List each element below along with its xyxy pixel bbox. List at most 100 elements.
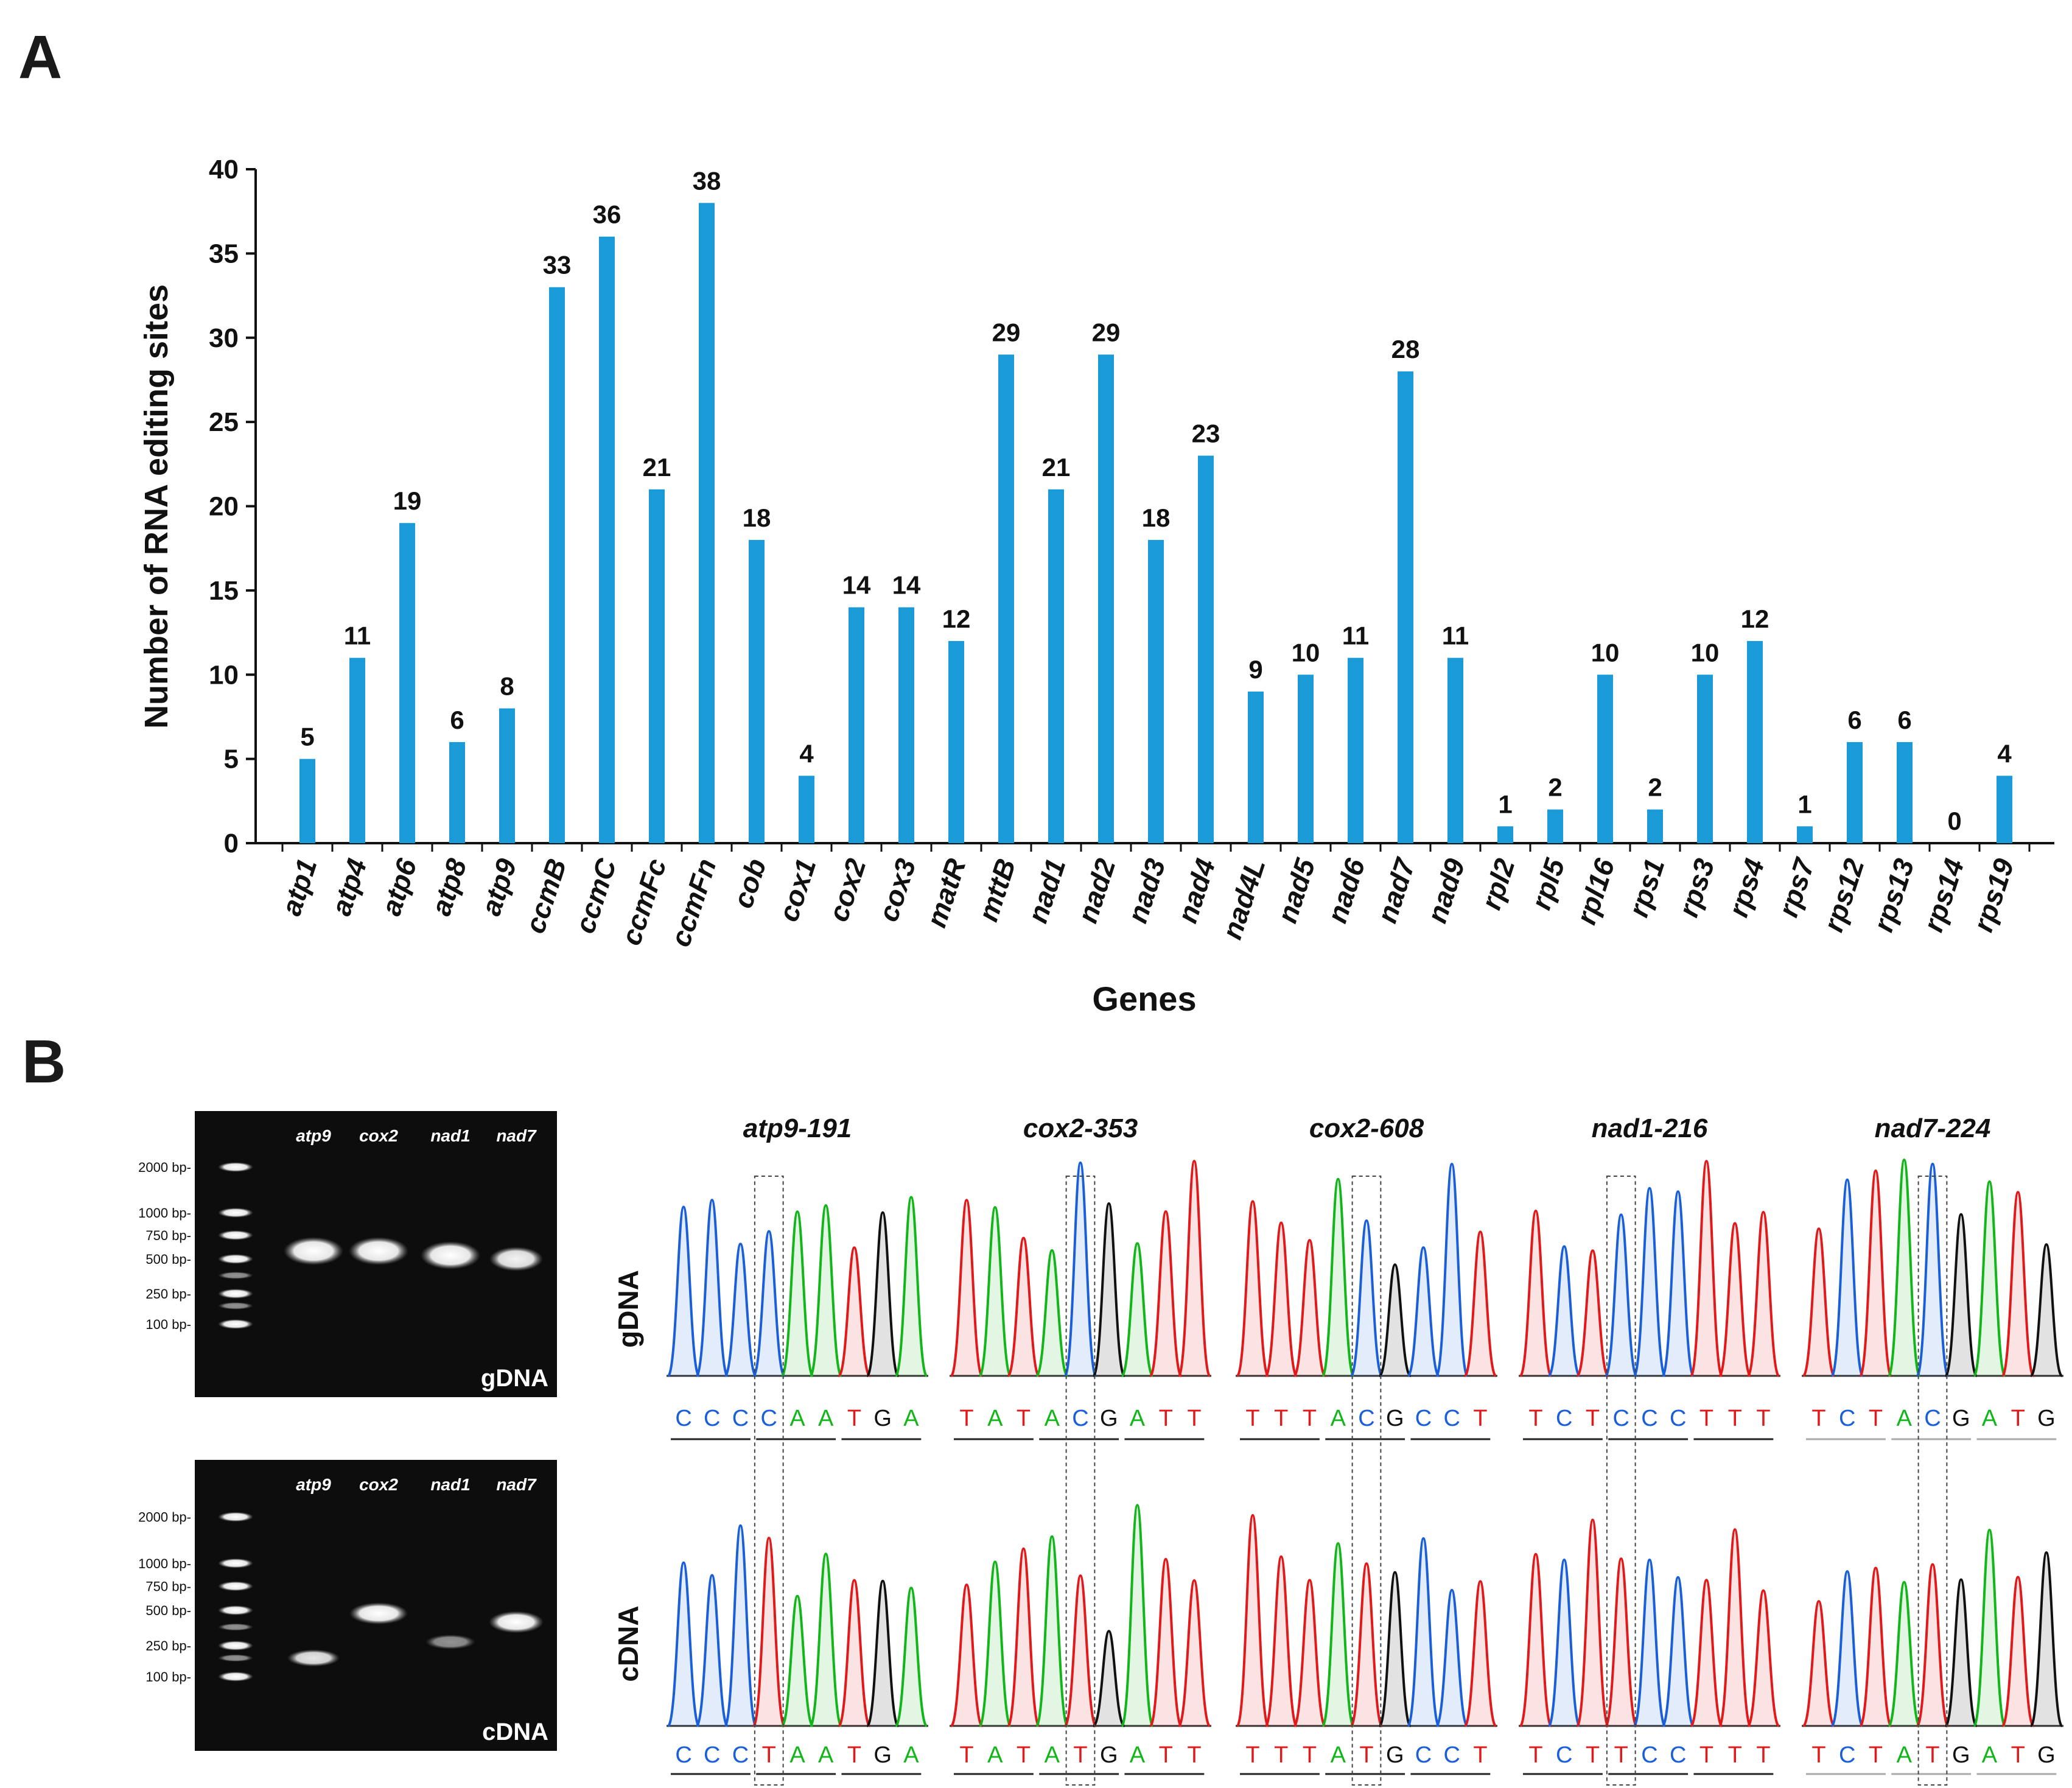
x-tick-label: cox1 bbox=[772, 855, 822, 925]
base-letter: C bbox=[704, 1406, 720, 1431]
x-tick-label: ccmC bbox=[569, 854, 622, 937]
x-tick-label: atp8 bbox=[425, 855, 473, 919]
bar-atp9 bbox=[499, 708, 515, 843]
peak-fill bbox=[1719, 1529, 1751, 1726]
base-letter: T bbox=[1699, 1406, 1713, 1431]
peak-fill bbox=[1690, 1580, 1723, 1726]
base-letter: A bbox=[1331, 1742, 1346, 1768]
peak-fill bbox=[753, 1231, 785, 1376]
base-letter: A bbox=[903, 1742, 919, 1768]
peak-fill bbox=[1407, 1247, 1440, 1376]
peak-fill bbox=[2002, 1192, 2034, 1376]
ladder-band bbox=[218, 1319, 253, 1329]
bar-value-label: 6 bbox=[1847, 706, 1861, 734]
base-letter: T bbox=[1473, 1742, 1487, 1768]
base-letter: T bbox=[1159, 1742, 1173, 1768]
peak-fill bbox=[696, 1200, 728, 1376]
x-tick-label: nad1 bbox=[1021, 855, 1072, 927]
sample-band bbox=[489, 1611, 544, 1633]
base-letter: A bbox=[987, 1406, 1003, 1431]
edit-site-box bbox=[1917, 1176, 1948, 1786]
peak-fill bbox=[1973, 1181, 2006, 1376]
bar-value-label: 19 bbox=[393, 486, 422, 515]
peak-fill bbox=[1436, 1590, 1468, 1726]
ladder-size-label: 250 bp- bbox=[145, 1638, 191, 1653]
ladder-band bbox=[218, 1641, 253, 1651]
x-tick-label: atp1 bbox=[275, 855, 323, 919]
base-letter: T bbox=[1303, 1742, 1317, 1768]
peak-fill bbox=[951, 1585, 982, 1726]
base-letter: T bbox=[1756, 1742, 1770, 1768]
base-letter: T bbox=[959, 1406, 973, 1431]
peak-G bbox=[866, 1579, 900, 1727]
peak-fill bbox=[979, 1207, 1011, 1376]
peak-fill bbox=[951, 1200, 982, 1376]
bar-value-label: 4 bbox=[799, 739, 814, 768]
bar-value-label: 23 bbox=[1192, 419, 1220, 447]
peak-fill bbox=[1832, 1179, 1863, 1376]
edit-site-box bbox=[754, 1176, 784, 1786]
base-letter: A bbox=[818, 1742, 834, 1768]
ladder-band bbox=[218, 1581, 253, 1591]
peak-fill bbox=[2031, 1244, 2062, 1376]
base-letter: G bbox=[873, 1406, 892, 1431]
base-letter: T bbox=[1925, 1742, 1939, 1768]
bar-ccmB bbox=[549, 287, 565, 844]
peak-C bbox=[1435, 1588, 1469, 1727]
peak-fill bbox=[1150, 1211, 1181, 1376]
bar-value-label: 11 bbox=[1342, 622, 1369, 650]
peak-fill bbox=[1379, 1572, 1411, 1726]
base-letter: A bbox=[1331, 1406, 1346, 1431]
y-tick-label: 35 bbox=[209, 239, 239, 268]
peak-fill bbox=[724, 1525, 757, 1726]
bar-value-label: 14 bbox=[892, 571, 921, 600]
peak-fill bbox=[1293, 1240, 1326, 1376]
base-letter: A bbox=[1130, 1406, 1146, 1431]
peak-fill bbox=[1945, 1214, 1977, 1376]
ladder-size-label: 250 bp- bbox=[145, 1286, 191, 1302]
x-tick-label: rpl16 bbox=[1570, 855, 1621, 928]
peak-T bbox=[1604, 1557, 1638, 1727]
peak-T bbox=[1718, 1222, 1752, 1377]
peak-fill bbox=[1351, 1563, 1382, 1726]
x-tick-label: rps14 bbox=[1917, 855, 1970, 936]
peak-fill bbox=[1605, 1215, 1637, 1376]
base-letter: A bbox=[1130, 1742, 1146, 1768]
base-letter: T bbox=[1017, 1742, 1031, 1768]
ladder-size-label: 750 bp- bbox=[145, 1228, 191, 1243]
lane-label: nad7 bbox=[496, 1475, 537, 1494]
base-letter: C bbox=[1641, 1742, 1657, 1768]
gel-tag: gDNA bbox=[481, 1365, 548, 1392]
peak-C bbox=[1406, 1537, 1441, 1727]
peak-C bbox=[1604, 1213, 1638, 1377]
bar-value-label: 10 bbox=[1292, 638, 1320, 667]
peak-T bbox=[837, 1246, 872, 1377]
base-letter: C bbox=[1415, 1406, 1432, 1431]
base-letter: G bbox=[1952, 1742, 1970, 1768]
y-axis-label: Number of RNA editing sites bbox=[138, 284, 175, 729]
site-title: cox2-608 bbox=[1309, 1113, 1424, 1143]
ladder-band bbox=[218, 1558, 253, 1568]
peak-fill bbox=[1860, 1568, 1892, 1726]
base-letter: T bbox=[1359, 1742, 1373, 1768]
sample-band bbox=[425, 1635, 475, 1650]
ladder-size-label: 100 bp- bbox=[145, 1317, 191, 1332]
row-label-cdna: cDNA bbox=[612, 1605, 644, 1681]
peak-C bbox=[1830, 1178, 1864, 1377]
peak-A bbox=[978, 1560, 1012, 1727]
bar-atp6 bbox=[399, 523, 415, 843]
bar-nad6 bbox=[1348, 657, 1363, 843]
peak-C bbox=[667, 1561, 701, 1727]
peak-fill bbox=[1719, 1223, 1751, 1376]
peak-A bbox=[894, 1586, 928, 1727]
peak-fill bbox=[1007, 1238, 1040, 1376]
ladder-band bbox=[218, 1512, 253, 1522]
peak-fill bbox=[753, 1538, 785, 1726]
